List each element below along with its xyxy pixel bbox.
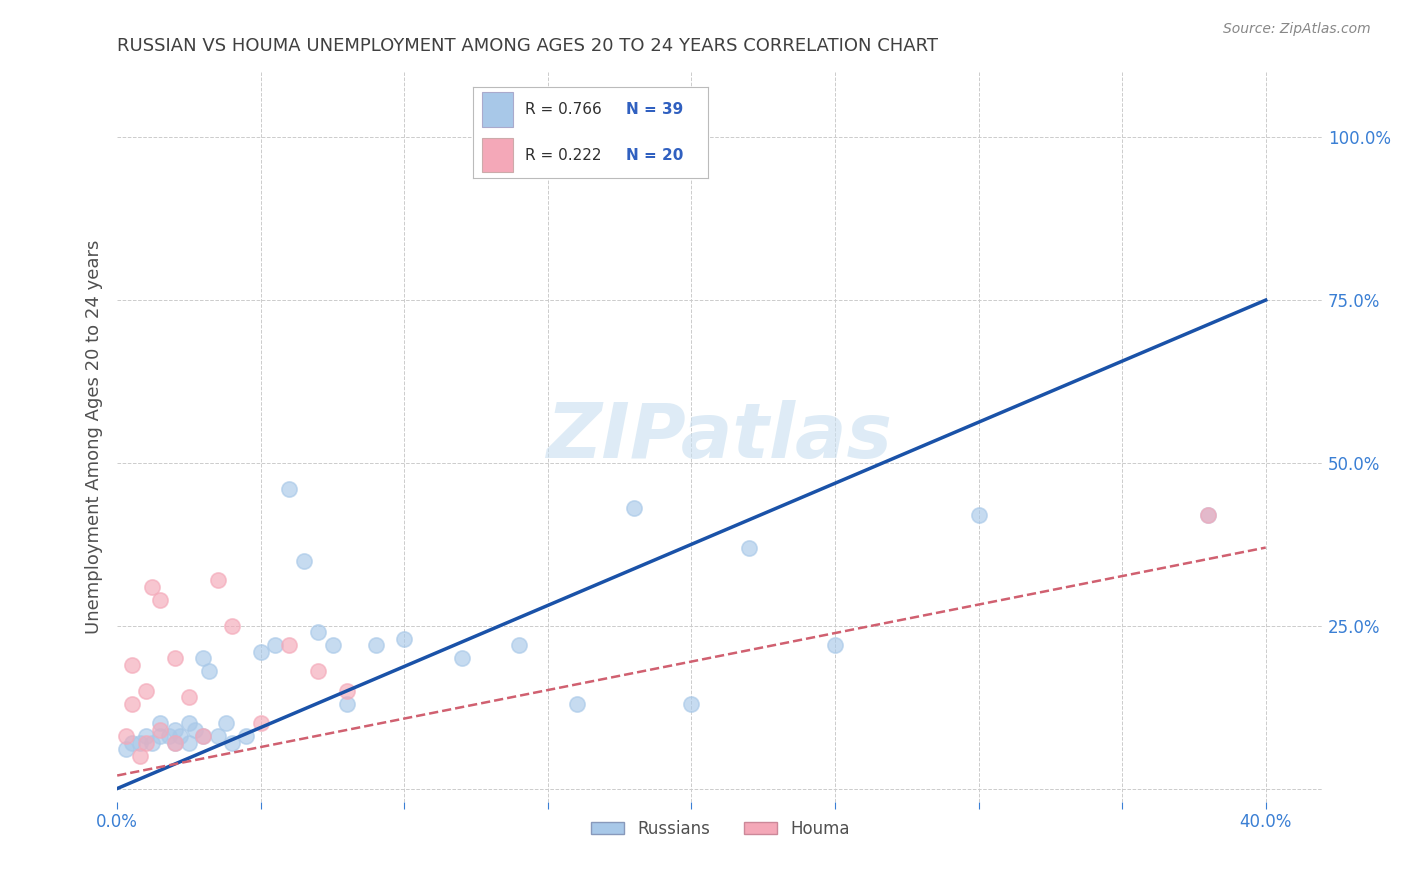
Point [215,716,238,731]
Point [221,618,243,632]
Point [207,730,229,744]
Point [149,716,172,731]
Point [177,716,200,731]
Point [163,723,186,737]
Point [163,736,186,750]
Point [336,697,359,711]
Point [121,697,143,711]
Point [141,736,163,750]
Point [169,730,191,744]
Point [508,638,530,652]
Legend: Russians, Houma: Russians, Houma [583,813,856,845]
Point [183,723,205,737]
Point [193,730,215,744]
Point [163,651,186,665]
Point [1197,508,1219,522]
Point [565,697,588,711]
Point [193,730,215,744]
Point [121,736,143,750]
Point [149,730,172,744]
Point [967,508,990,522]
Point [278,638,301,652]
Point [249,716,271,731]
Point [193,651,215,665]
Point [264,638,287,652]
Point [235,730,257,744]
Point [135,684,157,698]
Point [121,657,143,672]
Point [307,625,329,640]
Point [177,690,200,705]
Point [322,638,344,652]
Point [738,541,761,555]
Point [336,684,359,698]
Point [114,742,136,756]
Point [394,632,416,646]
Point [450,651,472,665]
Point [681,697,703,711]
Point [307,665,329,679]
Point [157,730,180,744]
Point [623,501,645,516]
Point [824,638,846,652]
Point [221,736,243,750]
Point [129,749,152,764]
Text: ZIPatlas: ZIPatlas [547,400,893,474]
Point [114,730,136,744]
Point [177,736,200,750]
Point [292,553,315,567]
Point [135,736,157,750]
Point [129,736,152,750]
Point [149,723,172,737]
Point [149,592,172,607]
Point [278,482,301,496]
Text: Source: ZipAtlas.com: Source: ZipAtlas.com [1223,22,1371,37]
Point [1197,508,1219,522]
Y-axis label: Unemployment Among Ages 20 to 24 years: Unemployment Among Ages 20 to 24 years [86,240,103,634]
Point [198,665,221,679]
Point [163,736,186,750]
Text: RUSSIAN VS HOUMA UNEMPLOYMENT AMONG AGES 20 TO 24 YEARS CORRELATION CHART: RUSSIAN VS HOUMA UNEMPLOYMENT AMONG AGES… [117,37,938,55]
Point [364,638,387,652]
Point [141,580,163,594]
Point [207,573,229,587]
Point [135,730,157,744]
Point [249,645,271,659]
